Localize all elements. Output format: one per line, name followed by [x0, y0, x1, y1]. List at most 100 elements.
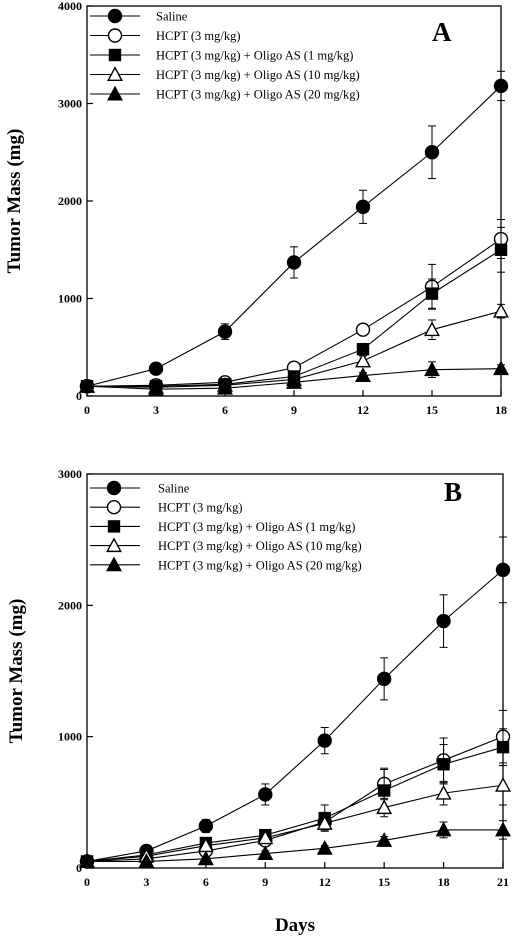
data-point — [257, 845, 274, 861]
legend-label: HCPT (3 mg/kg) + Oligo AS (10 mg/kg) — [156, 68, 360, 82]
data-point — [258, 787, 273, 802]
legend-label: HCPT (3 mg/kg) — [158, 501, 243, 515]
series-3 — [79, 765, 511, 868]
x-tick-label: 9 — [262, 875, 268, 889]
panel-a: 0 1000 2000 3000 4000 0 3 6 9 12 15 18 Tumor Mass (m… — [4, 0, 509, 417]
data-point — [435, 784, 452, 800]
data-point — [376, 799, 393, 815]
series-line — [86, 736, 504, 862]
legend: Saline HCPT (3 mg/kg) HCPT (3 mg/kg) + Oli… — [90, 480, 362, 572]
x-tick-label: 3 — [153, 403, 159, 417]
data-point — [355, 322, 371, 337]
data-point — [493, 302, 509, 318]
data-point — [496, 740, 510, 754]
x-tick-label: 15 — [426, 403, 438, 417]
data-point — [424, 321, 440, 337]
x-tick-label: 12 — [357, 403, 369, 417]
data-point — [355, 199, 371, 215]
x-tick-label: 6 — [203, 875, 209, 889]
data-point — [217, 324, 233, 339]
data-point — [437, 758, 450, 771]
legend-label: HCPT (3 mg/kg) + Oligo AS (10 mg/kg) — [158, 539, 362, 553]
data-point — [286, 374, 302, 389]
legend-label: Saline — [158, 482, 190, 496]
legend-marker — [107, 520, 121, 533]
panel-letter: B — [444, 477, 462, 507]
y-tick-label: 2000 — [58, 598, 82, 612]
data-point — [376, 832, 393, 847]
x-axis-label: Days — [275, 915, 315, 936]
data-point — [435, 821, 452, 837]
data-point — [495, 562, 511, 578]
legend-marker — [107, 28, 123, 43]
legend-label: HCPT (3 mg/kg) + Oligo AS (20 mg/kg) — [158, 558, 362, 572]
x-tick-label: 15 — [378, 875, 390, 889]
data-point — [495, 821, 511, 837]
legend-marker — [108, 48, 122, 62]
data-point — [148, 380, 164, 396]
x-tick-label: 9 — [291, 403, 297, 417]
legend-marker — [107, 8, 123, 24]
y-tick-label: 4000 — [58, 0, 82, 13]
data-point — [377, 784, 391, 797]
series-4 — [79, 360, 509, 396]
legend-marker — [106, 480, 122, 496]
data-point — [316, 815, 333, 830]
data-point — [217, 379, 233, 395]
legend-marker — [106, 537, 122, 553]
legend-marker — [106, 556, 122, 572]
panel-b: 0 1000 2000 3000 0 3 6 9 12 15 18 21 Tumor Mass (mg)… — [6, 467, 511, 936]
data-point — [138, 853, 155, 868]
y-axis-label: Tumor Mass (mg) — [4, 129, 25, 274]
y-axis-label: Tumor Mass (mg) — [6, 599, 27, 744]
legend-marker — [107, 85, 123, 101]
plot-frame — [86, 473, 504, 869]
data-point — [424, 361, 440, 377]
series-0 — [79, 536, 511, 869]
data-point — [425, 287, 439, 300]
series-0 — [79, 70, 509, 394]
y-tick-label: 0 — [76, 861, 82, 875]
x-tick-label: 6 — [222, 403, 228, 417]
data-point — [286, 255, 302, 270]
legend-label: Saline — [156, 10, 188, 24]
data-point — [436, 613, 451, 629]
data-point — [79, 853, 95, 868]
x-tick-label: 18 — [438, 875, 450, 889]
x-tick-label: 0 — [84, 403, 90, 417]
x-tick-label: 21 — [497, 875, 509, 889]
plot-frame — [86, 5, 502, 397]
legend: Saline HCPT (3 mg/kg) HCPT (3 mg/kg) + Oli… — [90, 8, 360, 102]
legend-marker — [106, 500, 122, 515]
series-1 — [79, 219, 509, 394]
series-line — [86, 746, 504, 862]
data-point — [198, 818, 214, 834]
data-point — [493, 78, 509, 94]
data-point — [257, 829, 274, 845]
data-point — [355, 367, 371, 383]
data-point — [148, 361, 164, 376]
data-point — [493, 360, 509, 376]
series-line — [86, 85, 502, 387]
series-4 — [79, 820, 511, 868]
data-point — [316, 840, 333, 855]
panel-letter: A — [432, 17, 452, 47]
x-tick-label: 0 — [84, 875, 90, 889]
series-line — [86, 569, 504, 862]
x-tick-label: 18 — [495, 403, 507, 417]
legend-label: HCPT (3 mg/kg) + Oligo AS (1 mg/kg) — [156, 49, 353, 63]
legend-label: HCPT (3 mg/kg) — [156, 29, 241, 43]
y-tick-label: 0 — [76, 389, 82, 403]
y-tick-label: 2000 — [58, 194, 82, 208]
series-line — [86, 784, 504, 862]
y-tick-label: 1000 — [58, 292, 82, 306]
x-tick-label: 3 — [143, 875, 149, 889]
data-point — [376, 671, 392, 687]
data-point — [494, 243, 508, 256]
data-point — [197, 850, 214, 866]
data-point — [424, 145, 440, 160]
y-tick-label: 3000 — [58, 467, 82, 481]
data-point — [495, 776, 511, 792]
legend-label: HCPT (3 mg/kg) + Oligo AS (20 mg/kg) — [156, 88, 360, 102]
